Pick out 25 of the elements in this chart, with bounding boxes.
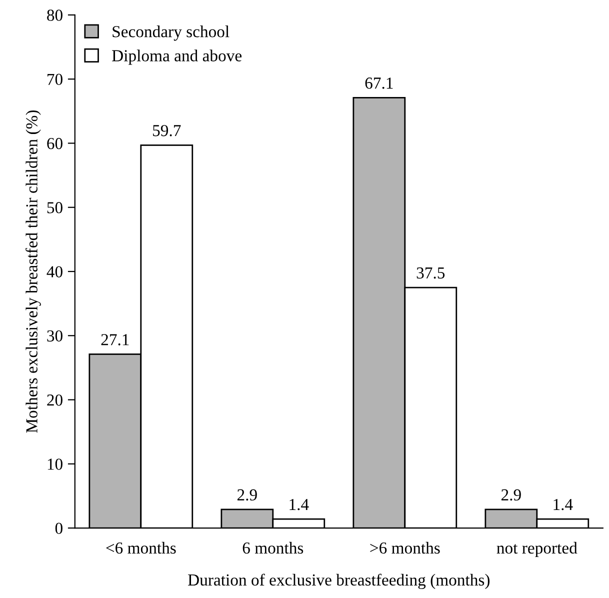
legend-label: Diploma and above [112,50,242,65]
data-label: 2.9 [237,489,257,501]
data-label: 59.7 [153,125,181,136]
y-tick-label: 70 [48,74,62,86]
x-tick-label: 6 months [242,542,304,554]
data-label: 67.1 [365,78,393,89]
x-tick-label: not reported [496,542,578,558]
data-label: 37.5 [416,267,445,279]
data-label: 1.4 [554,498,573,510]
y-tick-label: 10 [48,458,62,470]
y-tick-label: 30 [47,330,62,342]
data-label: 1.4 [290,498,309,510]
y-axis-title: Mothers exclusively breastfed their children (%) [26,110,41,433]
x-tick-label: >6 months [370,542,440,554]
y-tick-label: 20 [47,394,62,406]
data-label: 2.9 [501,489,521,501]
data-label: 27.1 [101,334,129,346]
y-tick-label: 0 [55,522,62,534]
y-tick-label: 40 [46,266,62,278]
y-tick-label: 80 [47,10,62,21]
y-tick-label: 60 [47,138,62,150]
x-tick-label: <6 months [106,542,176,554]
y-tick-label: 50 [47,202,62,214]
x-axis-title: Duration of exclusive breastfeeding (months) [188,574,490,590]
legend-label: Secondary school [112,26,230,41]
